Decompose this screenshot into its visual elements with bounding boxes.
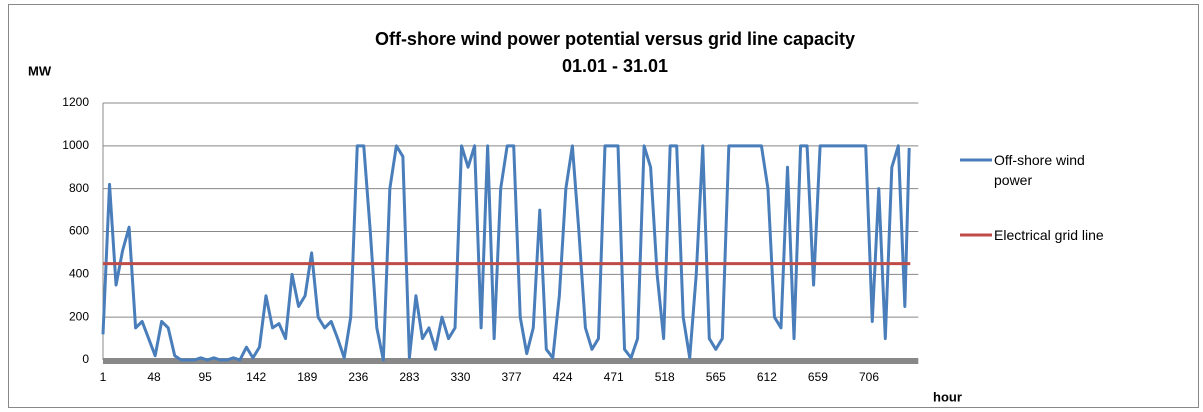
legend-label: Electrical grid line [994, 227, 1104, 243]
x-tick-label: 283 [399, 370, 419, 384]
x-tick-label: 95 [198, 370, 212, 384]
x-tick-label: 330 [450, 370, 470, 384]
chart-title: Off-shore wind power potential versus gr… [375, 29, 855, 49]
y-tick-label: 200 [69, 309, 89, 323]
chart-subtitle: 01.01 - 31.01 [562, 56, 668, 76]
y-tick-label: 600 [69, 224, 89, 238]
x-tick-label: 236 [348, 370, 368, 384]
y-axis-label: MW [28, 63, 52, 78]
y-tick-label: 0 [82, 352, 89, 366]
x-axis-label: hour [933, 389, 962, 404]
x-tick-label: 612 [757, 370, 777, 384]
data-line [101, 144, 911, 362]
x-tick-label: 189 [297, 370, 317, 384]
x-tick-label: 471 [604, 370, 624, 384]
y-tick-label: 1200 [62, 95, 89, 109]
y-tick-label: 1000 [62, 138, 89, 152]
x-tick-label: 706 [859, 370, 879, 384]
x-tick-label: 424 [553, 370, 573, 384]
legend-label: Off-shore wind power [994, 152, 1085, 188]
x-tick-label: 659 [808, 370, 828, 384]
x-tick-label: 142 [246, 370, 266, 384]
x-tick-label: 1 [100, 370, 107, 384]
y-tick-label: 400 [69, 267, 89, 281]
x-tick-label: 48 [147, 370, 161, 384]
x-tick-label: 518 [655, 370, 675, 384]
x-tick-label: 377 [502, 370, 522, 384]
x-tick-label: 565 [706, 370, 726, 384]
y-tick-label: 800 [69, 181, 89, 195]
